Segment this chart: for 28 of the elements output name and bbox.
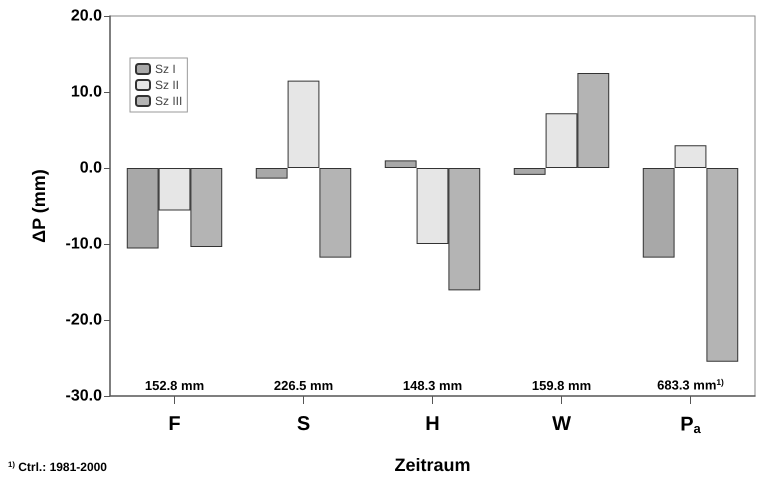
annotation: 159.8 mm: [532, 378, 592, 393]
y-tick-label: 10.0: [70, 84, 102, 100]
annotation: 152.8 mm: [144, 378, 204, 393]
annotation: 226.5 mm: [274, 378, 334, 393]
bar: [256, 168, 288, 179]
bar: [384, 160, 417, 168]
x-tick-label: F: [168, 413, 181, 435]
y-tick-label: 20.0: [70, 8, 102, 24]
y-tick-label: -20.0: [66, 312, 102, 328]
bar: [642, 168, 675, 258]
bar: [514, 168, 546, 175]
legend-label: Sz I: [155, 62, 176, 76]
legend-label: Sz III: [155, 94, 182, 108]
annotation: 148.3 mm: [402, 378, 462, 393]
x-tick-label: S: [296, 413, 310, 435]
y-tick-label: -30.0: [66, 388, 102, 404]
x-tick-label: Pa: [680, 414, 702, 436]
x-axis-title: Zeitraum: [394, 455, 471, 475]
bar: [674, 145, 706, 168]
y-tick-label: 0.0: [80, 160, 102, 176]
y-tick-label: -10.0: [66, 236, 102, 252]
x-tick-label: H: [425, 413, 440, 435]
legend-label: Sz II: [155, 78, 180, 92]
y-axis-title: ΔP (mm): [29, 169, 49, 243]
bar: [288, 80, 320, 168]
bar: [706, 168, 738, 362]
x-tick-label: W: [552, 413, 572, 435]
bar: [319, 168, 352, 258]
